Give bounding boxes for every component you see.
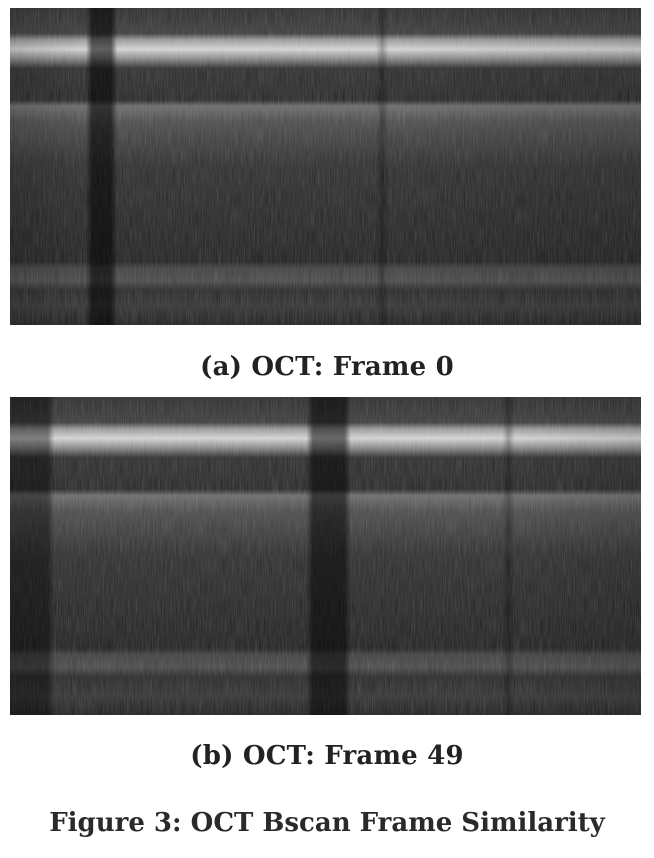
figure-caption: Figure 3: OCT Bscan Frame Similarity (49, 808, 605, 838)
oct-frame-49-image (10, 397, 641, 715)
subcaption-frame-49: (b) OCT: Frame 49 (190, 741, 464, 771)
oct-frame-0-image (10, 8, 641, 325)
oct-bscan-a-graphic (10, 8, 641, 325)
subcaption-frame-0: (a) OCT: Frame 0 (200, 352, 454, 382)
oct-bscan-b-graphic (10, 397, 641, 715)
